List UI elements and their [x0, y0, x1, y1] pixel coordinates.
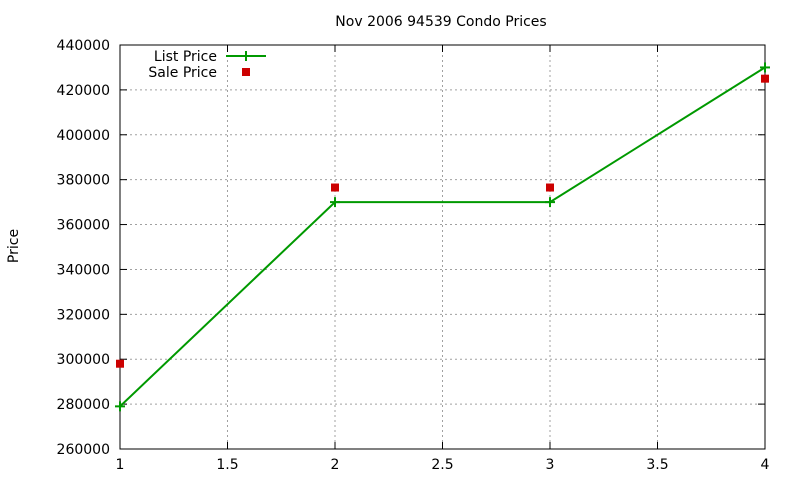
data-point-plus	[760, 62, 770, 73]
y-tick-label: 420000	[57, 83, 110, 99]
y-tick-label: 340000	[57, 262, 110, 278]
data-point-plus	[545, 197, 555, 208]
data-point-square	[331, 183, 339, 192]
series-sale-price	[116, 74, 769, 368]
legend-label: Sale Price	[148, 65, 217, 81]
y-tick-label: 260000	[57, 442, 110, 458]
data-point-square	[116, 359, 124, 368]
series-layer	[115, 62, 770, 412]
chart-title: Nov 2006 94539 Condo Prices	[335, 14, 546, 30]
x-tick-label: 1	[116, 457, 125, 473]
axis-ticks: 260000 280000 300000 320000 340000 360000 3800…	[57, 38, 770, 473]
y-tick-label: 360000	[57, 218, 110, 234]
x-tick-label: 3	[546, 457, 555, 473]
y-tick-label: 320000	[57, 307, 110, 323]
data-point-plus	[330, 197, 340, 208]
grid	[120, 45, 765, 449]
x-tick-label: 3.5	[646, 457, 668, 473]
y-tick-label: 280000	[57, 397, 110, 413]
x-tick-label: 4	[761, 457, 770, 473]
x-tick-label: 2.5	[431, 457, 453, 473]
data-point-square	[761, 74, 769, 83]
y-tick-label: 400000	[57, 128, 110, 144]
legend-plus-swatch	[241, 51, 251, 61]
y-tick-label: 300000	[57, 352, 110, 368]
y-tick-label: 440000	[57, 38, 110, 54]
series-line	[119, 66, 766, 408]
data-point-square	[546, 183, 554, 192]
y-tick-label: 380000	[57, 173, 110, 189]
data-point-plus	[115, 401, 125, 412]
x-tick-label: 1.5	[216, 457, 238, 473]
series-list-price	[115, 62, 770, 412]
y-axis-label: Price	[6, 229, 22, 263]
legend-label: List Price	[154, 49, 217, 65]
legend-square-swatch	[242, 68, 250, 76]
x-tick-label: 2	[331, 457, 340, 473]
